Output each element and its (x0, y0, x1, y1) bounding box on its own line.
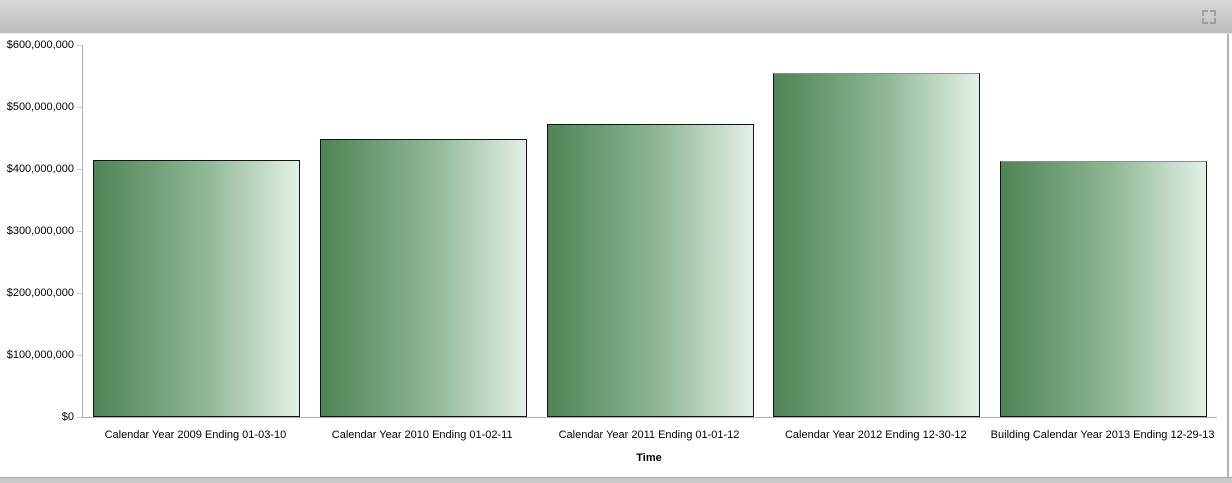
y-tick-label: $100,000,000 (6, 349, 74, 361)
x-tick-label: Building Calendar Year 2013 Ending 12-29… (990, 429, 1215, 441)
chart-area: $600,000,000 $500,000,000 $400,000,000 $300… (0, 34, 1232, 477)
y-axis-tick (77, 354, 82, 356)
toolbar (0, 0, 1232, 34)
bar[interactable] (320, 139, 527, 417)
bar[interactable] (547, 124, 754, 417)
bar[interactable] (93, 160, 300, 417)
x-tick-label: Calendar Year 2011 Ending 01-01-12 (558, 429, 740, 441)
y-axis-tick (77, 44, 82, 46)
y-tick-label: $300,000,000 (6, 225, 74, 237)
bar[interactable] (1000, 161, 1207, 417)
x-tick-label: Calendar Year 2012 Ending 12-30-12 (784, 429, 967, 441)
panel-right-border (1227, 34, 1229, 477)
y-axis-tick (77, 168, 82, 170)
y-axis-tick (77, 230, 82, 232)
y-tick-label: $200,000,000 (6, 287, 74, 299)
x-tick-label: Calendar Year 2009 Ending 01-03-10 (104, 429, 287, 441)
y-axis-tick (77, 416, 82, 418)
bar[interactable] (773, 73, 980, 417)
y-tick-label: $0 (61, 411, 74, 423)
x-axis-labels: Calendar Year 2009 Ending 01-03-10 Calend… (82, 429, 1216, 443)
y-tick-label: $400,000,000 (6, 163, 74, 175)
y-axis-tick (77, 106, 82, 108)
y-tick-label: $600,000,000 (6, 39, 74, 51)
status-bar (0, 477, 1232, 483)
y-tick-label: $500,000,000 (6, 101, 74, 113)
maximize-icon[interactable] (1201, 9, 1217, 25)
bar-chart-plot: $600,000,000 $500,000,000 $400,000,000 $300… (7, 39, 1217, 423)
y-axis-tick (77, 292, 82, 294)
x-tick-label: Calendar Year 2010 Ending 01-02-11 (331, 429, 513, 441)
x-axis-title: Time (636, 452, 662, 464)
